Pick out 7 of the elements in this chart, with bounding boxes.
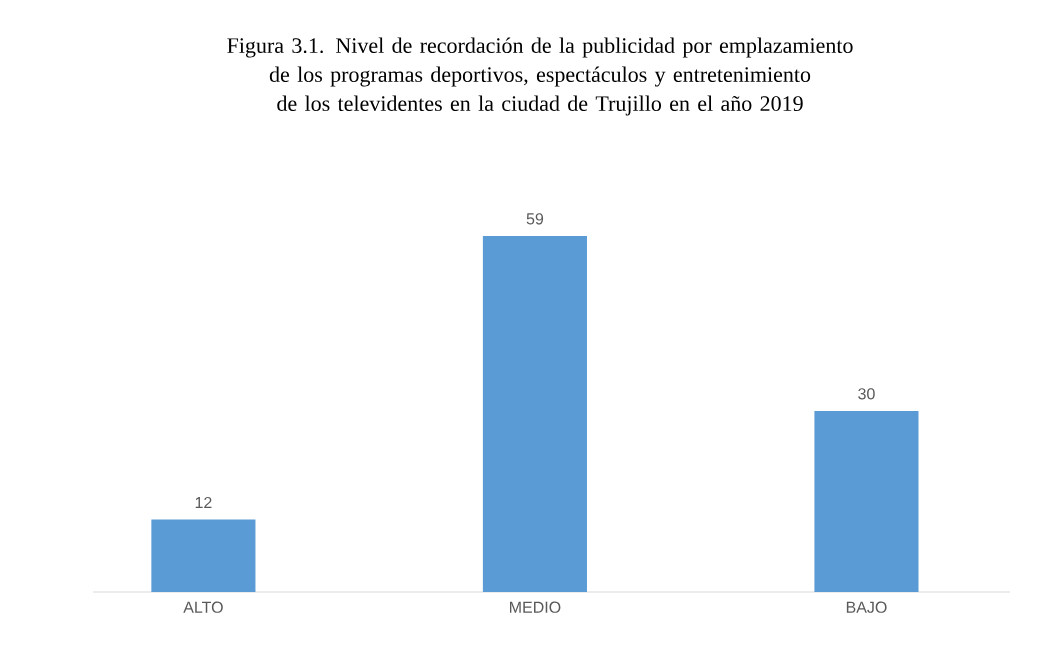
x-tick-label: MEDIO [510,601,561,613]
data-label: 59 [526,213,544,225]
data-label: 30 [858,388,875,400]
x-tick-label: ALTO [183,601,223,613]
data-label: 12 [195,496,212,509]
x-tick-label: BAJO [846,601,887,613]
chart-title: Figura 3.1. Nivel de recordación de la publicidad por emplazamiento de los programas deportivos, espectáculos y entretenimiento de los televidentes en la ciudad de Trujillo en el año 2019 [227,37,853,116]
